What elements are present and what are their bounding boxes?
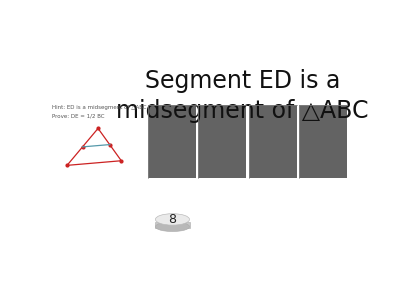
FancyBboxPatch shape	[198, 105, 246, 178]
Text: Hint: ED is a midsegment of △ABC: Hint: ED is a midsegment of △ABC	[52, 105, 146, 110]
Text: Segment ED is a
midsegment of △ABC: Segment ED is a midsegment of △ABC	[116, 69, 368, 123]
Ellipse shape	[155, 222, 190, 232]
Bar	[155, 222, 190, 228]
FancyBboxPatch shape	[299, 105, 347, 178]
FancyBboxPatch shape	[148, 105, 196, 178]
FancyBboxPatch shape	[249, 105, 297, 178]
Text: 8: 8	[168, 213, 176, 226]
Text: Prove: DE = 1/2 BC: Prove: DE = 1/2 BC	[52, 113, 104, 118]
Ellipse shape	[155, 214, 190, 225]
